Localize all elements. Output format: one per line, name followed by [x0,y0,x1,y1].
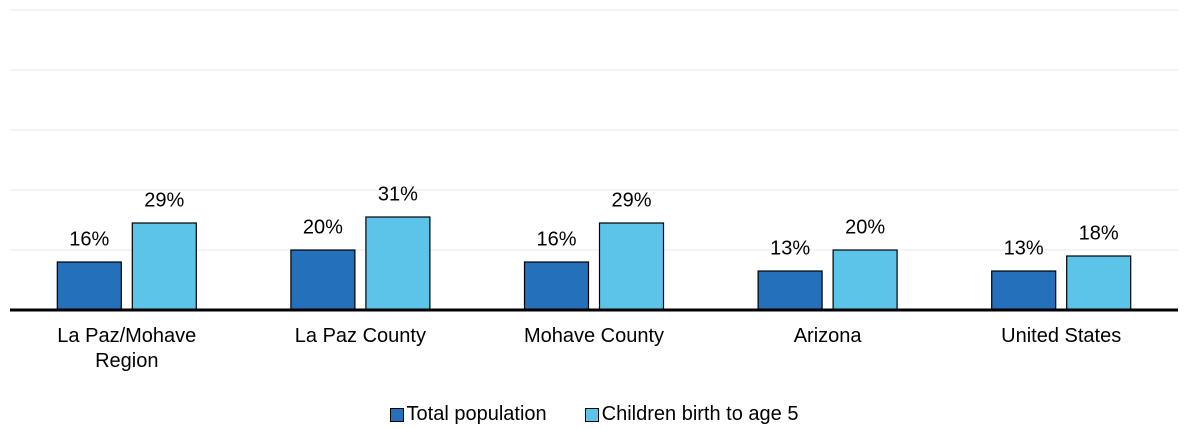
legend-swatch [389,407,404,422]
x-tick-label: Arizona [793,325,862,347]
legend-label: Total population [406,403,547,425]
x-tick-label: Mohave County [523,325,665,347]
data-label: 20% [303,216,343,238]
legend-item: Children birth to age 5 [584,403,799,426]
bar [757,270,823,311]
bar [56,261,122,311]
data-label: 20% [845,216,885,238]
data-label: 29% [611,189,651,211]
bar [832,249,898,311]
legend: Total population Children birth to age 5 [0,403,1188,426]
bar [991,270,1057,311]
x-tick-label: La Paz County [294,325,426,347]
bar [131,222,197,311]
bar [1066,255,1132,311]
data-label: 16% [69,228,109,250]
legend-swatch [584,407,599,422]
plot: 16% 29% 20% 31% 16% 29% 13% 20% 13% 18% [10,9,1178,312]
bar [290,249,356,311]
data-label: 16% [536,228,576,250]
legend-item: Total population [389,403,547,426]
bar [365,216,431,311]
data-label: 18% [1079,222,1119,244]
x-tick-label: La Paz/Mohave Region [57,325,197,372]
bar [598,222,665,311]
data-label: 29% [144,189,184,211]
data-label: 13% [770,237,810,259]
data-label: 31% [378,183,418,205]
bar [523,261,590,311]
x-tick-label: United States [1001,325,1122,347]
data-label: 13% [1004,237,1044,259]
legend-label: Children birth to age 5 [601,403,799,425]
